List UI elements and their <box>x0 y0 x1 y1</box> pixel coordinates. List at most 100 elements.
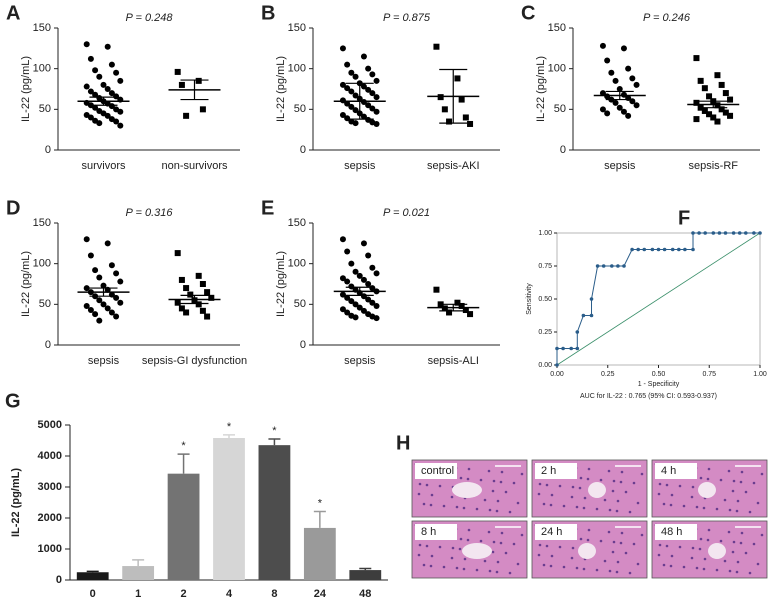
nucleus <box>418 543 422 547</box>
x-tick-label: 0 <box>90 588 96 600</box>
data-point <box>693 116 700 123</box>
nucleus <box>549 564 553 568</box>
nucleus <box>760 472 764 476</box>
nucleus <box>542 563 546 567</box>
roc-point <box>677 247 681 252</box>
data-point <box>87 114 94 121</box>
y-tick-label: 4000 <box>38 450 62 462</box>
nucleus <box>682 565 686 569</box>
nucleus <box>599 478 603 482</box>
y-axis-label: IL-22 (pg/mL) <box>20 251 32 317</box>
data-point <box>612 77 619 84</box>
nucleus <box>562 504 566 508</box>
data-point <box>183 309 190 316</box>
nucleus <box>739 480 743 484</box>
nucleus <box>587 467 591 471</box>
nucleus <box>455 566 459 570</box>
nucleus <box>695 505 699 509</box>
nucleus <box>570 495 574 499</box>
nucleus <box>558 484 562 488</box>
nucleus <box>575 566 579 570</box>
nucleus <box>607 530 611 534</box>
nucleus <box>595 507 599 511</box>
nucleus <box>636 562 640 566</box>
nucleus <box>459 476 463 480</box>
x-tick-label: 0.50 <box>652 371 666 378</box>
y-tick-label: 150 <box>33 217 51 229</box>
nucleus <box>520 472 524 476</box>
error-bar <box>86 570 99 573</box>
data-point <box>183 285 190 292</box>
nucleus <box>451 546 455 550</box>
data-point <box>369 264 376 271</box>
data-point <box>348 103 355 110</box>
error-bar <box>180 294 209 305</box>
data-point <box>92 67 99 74</box>
nucleus <box>616 560 620 564</box>
error-bar <box>268 438 281 446</box>
data-point <box>360 307 367 314</box>
vessel <box>452 482 482 498</box>
nucleus <box>603 498 607 502</box>
nucleus <box>549 503 553 507</box>
data-point <box>454 75 461 82</box>
y-tick-label: 0 <box>300 339 306 351</box>
roc-point <box>650 247 655 252</box>
data-point <box>339 45 346 52</box>
roc-point <box>630 247 634 252</box>
data-point <box>373 94 380 101</box>
nucleus <box>731 550 735 554</box>
data-point <box>360 83 367 90</box>
data-point <box>629 75 636 82</box>
error-bar <box>89 287 118 297</box>
vessel <box>588 482 606 498</box>
nucleus <box>611 489 615 493</box>
nucleus <box>455 505 459 509</box>
data-point <box>369 285 376 292</box>
roc-point <box>636 247 640 252</box>
nucleus <box>608 508 612 512</box>
nucleus <box>575 505 579 509</box>
roc-point <box>691 231 695 235</box>
nucleus <box>702 506 706 510</box>
data-point <box>344 61 351 68</box>
error-bar <box>223 434 235 439</box>
data-point <box>625 112 632 119</box>
nucleus <box>516 501 520 505</box>
y-axis-label: IL-22 (pg/mL) <box>275 56 287 122</box>
nucleus <box>520 533 524 537</box>
roc-point <box>616 264 620 268</box>
data-point <box>446 309 453 316</box>
nucleus <box>611 550 615 554</box>
y-tick-label: 150 <box>288 217 306 229</box>
y-tick-label: 0.75 <box>538 263 552 270</box>
nucleus <box>459 537 463 541</box>
roc-point <box>683 247 687 252</box>
panel-label: 4 h <box>661 465 676 477</box>
nucleus <box>615 509 619 513</box>
data-point <box>437 94 444 101</box>
data-point <box>108 262 115 269</box>
data-point <box>446 118 453 125</box>
nucleus <box>442 504 446 508</box>
data-point <box>352 120 359 127</box>
nucleus <box>492 540 496 544</box>
y-axis-label: IL-22 (pg/mL) <box>535 56 547 122</box>
panel-letter: B <box>261 2 275 24</box>
vessel <box>462 543 492 559</box>
data-point <box>348 69 355 76</box>
nucleus <box>462 567 466 571</box>
nucleus <box>417 492 421 496</box>
y-tick-label: 3000 <box>38 481 62 493</box>
nucleus <box>487 530 491 534</box>
data-point <box>87 307 94 314</box>
bar <box>76 572 109 580</box>
data-point <box>360 53 367 60</box>
nucleus <box>582 567 586 571</box>
data-point <box>104 112 111 119</box>
y-axis-label: IL-22 (pg/mL) <box>275 251 287 317</box>
data-point <box>608 69 615 76</box>
y-tick-label: 50 <box>294 103 306 115</box>
nucleus <box>479 478 483 482</box>
nucleus <box>429 503 433 507</box>
